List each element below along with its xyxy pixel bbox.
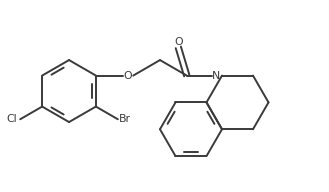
Text: O: O: [123, 71, 132, 81]
Text: Br: Br: [119, 114, 131, 124]
Text: Cl: Cl: [7, 114, 17, 124]
Text: N: N: [212, 71, 220, 81]
Text: O: O: [174, 37, 183, 47]
